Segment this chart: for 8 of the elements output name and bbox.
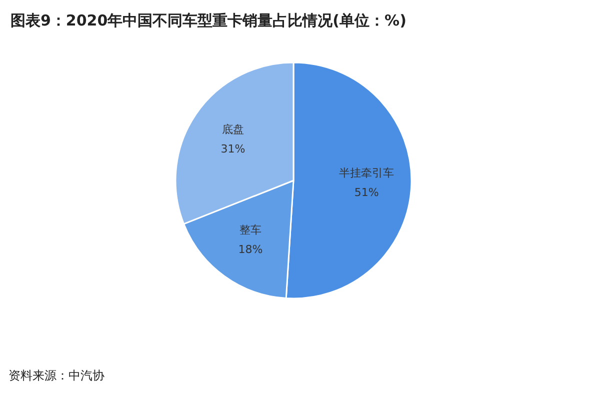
chart-title: 图表9：2020年中国不同车型重卡销量占比情况(单位：%) (10, 12, 406, 30)
data-label: 18% (238, 242, 263, 256)
text: 资料来源：中汽协 (8, 368, 104, 382)
slice-label: 底盘 (222, 123, 244, 136)
slice-label: 半挂牵引车 (339, 166, 394, 180)
data-label: 51% (354, 186, 379, 200)
data-label: 31% (220, 142, 246, 156)
slice-label: 整车 (240, 223, 262, 236)
